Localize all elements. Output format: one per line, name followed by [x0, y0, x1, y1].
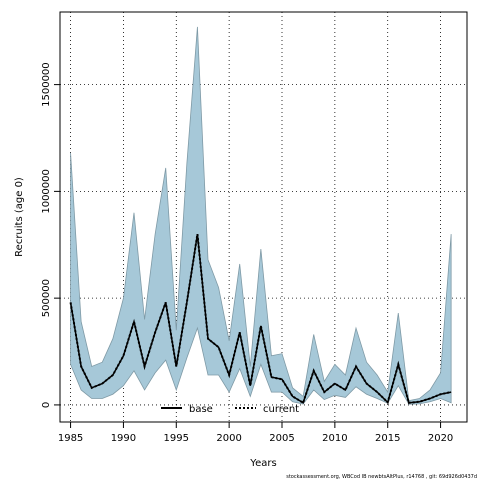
x-axis-label: Years [249, 458, 276, 469]
footer-text: stockassessment.org, WBCod IB newbtsAltP… [286, 474, 477, 480]
x-tick-label: 2005 [269, 433, 294, 444]
y-tick-label: 1000000 [41, 169, 52, 214]
plot-frame [59, 11, 468, 423]
x-tick-label: 2015 [375, 433, 400, 444]
x-tick-label: 2010 [322, 433, 347, 444]
x-axis: 1985 1990 1995 2000 2005 2010 2015 2020 [58, 422, 453, 444]
legend-base-label: base [189, 404, 213, 415]
x-tick-label: 1995 [164, 433, 189, 444]
grid [60, 12, 467, 422]
y-axis-label: Recruits (age 0) [14, 177, 25, 257]
x-tick-label: 1985 [58, 433, 83, 444]
confidence-band-area [70, 26, 452, 405]
confidence-band [70, 26, 452, 405]
x-tick-label: 2000 [216, 433, 241, 444]
y-axis: 0 500000 1000000 1500000 [41, 62, 60, 408]
x-tick-label: 1990 [111, 433, 136, 444]
legend-current-label: current [263, 404, 299, 415]
y-tick-label: 0 [41, 402, 52, 408]
series-lines [69, 233, 452, 405]
x-tick-label: 2020 [428, 433, 453, 444]
y-tick-label: 500000 [41, 279, 52, 317]
y-tick-label: 1500000 [41, 62, 52, 107]
legend: base current [161, 404, 299, 415]
series-line-current [69, 233, 452, 405]
